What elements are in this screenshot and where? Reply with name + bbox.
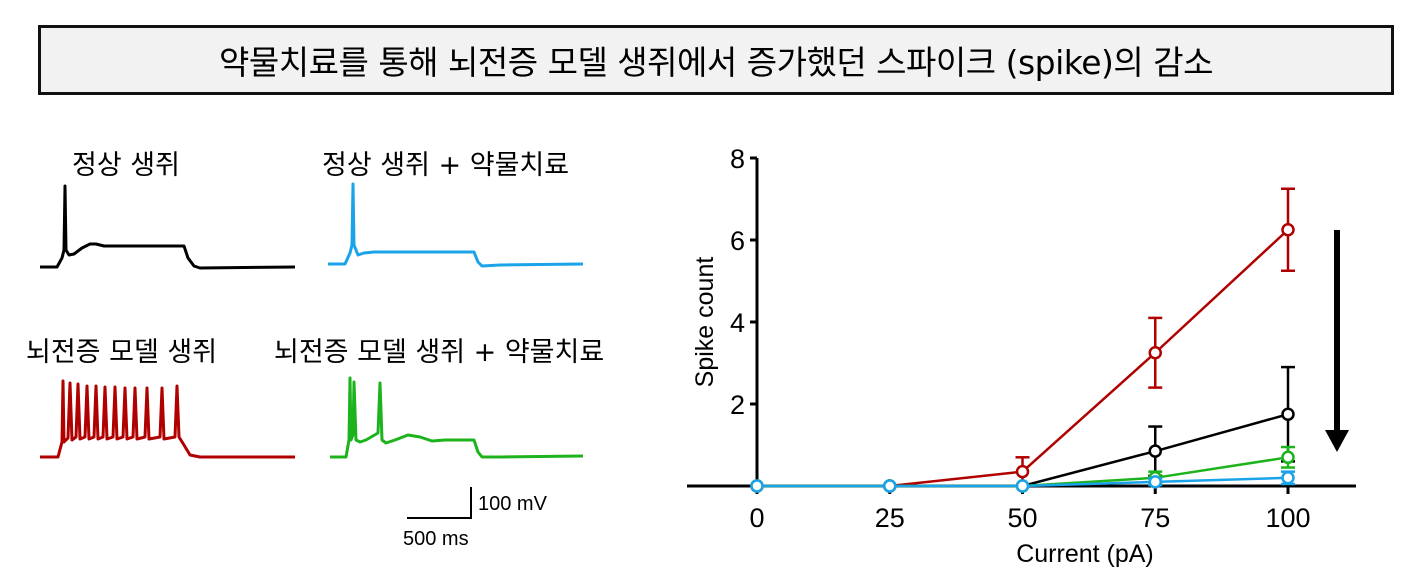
down-arrow-icon (1325, 230, 1349, 452)
y-ticks: 2 4 6 8 (730, 144, 757, 420)
data-point (1281, 450, 1295, 465)
data-point (1148, 475, 1162, 489)
y-tick-label: 6 (730, 226, 745, 256)
scale-bar-time: 500 ms (403, 528, 469, 550)
x-tick-label: 100 (1265, 503, 1310, 533)
trace-epilepsy (40, 379, 295, 459)
data-point (1148, 346, 1162, 360)
x-tick-label: 50 (1007, 503, 1037, 533)
x-axis-label: Current (pA) (1016, 540, 1154, 568)
y-axis-label: Spike count (691, 257, 719, 388)
scale-bar (407, 487, 472, 519)
label-normal: 정상 생쥐 (72, 150, 180, 181)
chart-axes (687, 158, 1356, 488)
series-line (750, 187, 1295, 493)
data-point (1148, 444, 1162, 458)
label-epilepsy-drug: 뇌전증 모델 생쥐 + 약물치료 (274, 337, 605, 368)
trace-normal (40, 184, 296, 270)
data-point (1281, 223, 1295, 237)
y-tick-label: 2 (730, 390, 745, 420)
y-tick-label: 4 (730, 308, 745, 338)
figure-title-box: 약물치료를 통해 뇌전증 모델 생쥐에서 증가했던 스파이크 (spike)의 … (38, 25, 1394, 95)
label-epilepsy: 뇌전증 모델 생쥐 (26, 337, 218, 368)
x-tick-label: 25 (875, 503, 905, 533)
y-tick-label: 8 (730, 144, 745, 174)
data-point (1015, 479, 1030, 493)
figure-title: 약물치료를 통해 뇌전증 모델 생쥐에서 증가했던 스파이크 (spike)의 … (219, 43, 1213, 82)
chart-series (750, 187, 1295, 493)
series-line (750, 470, 1295, 493)
data-point (883, 479, 897, 493)
x-tick-label: 75 (1140, 503, 1170, 533)
x-tick-label: 0 (749, 503, 764, 533)
data-point (750, 479, 764, 493)
trace-epilepsy-drug (330, 376, 584, 459)
voltage-traces: 100 mV 500 ms (40, 182, 584, 550)
label-normal-drug: 정상 생쥐 + 약물치료 (322, 150, 570, 181)
data-point (1015, 464, 1030, 479)
trace-normal-drug (328, 182, 584, 268)
x-ticks: 0 25 50 75 100 (749, 486, 1311, 533)
scale-bar-voltage: 100 mV (478, 493, 548, 515)
data-point (1281, 471, 1295, 485)
data-point (1281, 407, 1295, 421)
